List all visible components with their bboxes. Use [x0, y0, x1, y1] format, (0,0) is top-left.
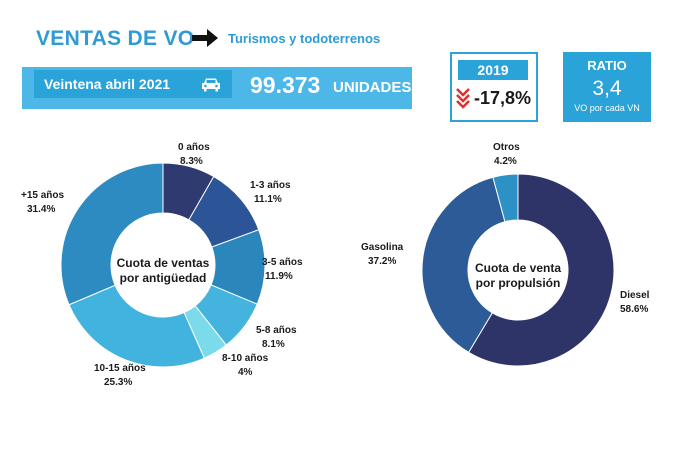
arrow-right-icon: [192, 29, 218, 47]
age-label-6-value: 31.4%: [27, 204, 55, 215]
age-center-line-1: Cuota de ventas: [117, 256, 210, 270]
comparison-change: -17,8%: [474, 88, 532, 108]
units-value: 99.373: [250, 72, 321, 98]
fuel-label-2-value: 4.2%: [494, 156, 517, 167]
age-label-3-value: 8.1%: [262, 339, 285, 350]
age-label-1-name: 1-3 años: [250, 180, 291, 191]
age-label-2-name: 3-5 años: [262, 257, 303, 268]
age-label-6-name: +15 años: [21, 190, 65, 201]
period-label-box: [34, 70, 232, 98]
age-label-5-value: 25.3%: [104, 377, 132, 388]
fuel-label-1-value: 37.2%: [368, 256, 396, 267]
age-label-3-name: 5-8 años: [256, 325, 297, 336]
ratio-label: RATIO: [587, 58, 627, 73]
fuel-center-line-2: por propulsión: [476, 276, 561, 290]
fuel-label-1-name: Gasolina: [361, 242, 404, 253]
page-subtitle: Turismos y todoterrenos: [228, 31, 381, 46]
comparison-year: 2019: [458, 60, 528, 80]
age-center-line-2: por antigüedad: [120, 271, 207, 285]
age-label-0-value: 8.3%: [180, 156, 203, 167]
age-label-0-name: 0 años: [178, 142, 210, 153]
fuel-center-line-1: Cuota de venta: [475, 261, 561, 275]
ratio-note: VO por cada VN: [574, 103, 640, 113]
period-label: Veintena abril 2021: [44, 76, 171, 92]
fuel-slice-hole: [468, 220, 568, 320]
age-label-4-name: 8-10 años: [222, 353, 269, 364]
age-label-1-value: 11.1%: [254, 194, 282, 205]
fuel-donut-chart: [421, 173, 615, 367]
page-title: VENTAS DE VO: [36, 27, 195, 50]
units-label: UNIDADES: [333, 79, 412, 96]
age-label-4-value: 4%: [238, 367, 253, 378]
fuel-label-0-name: Diesel: [620, 290, 650, 301]
ratio-card: [563, 52, 651, 122]
fuel-label-2-name: Otros: [493, 142, 520, 153]
car-icon: [202, 78, 220, 92]
age-donut-chart: [60, 162, 266, 368]
fuel-label-0-value: 58.6%: [620, 304, 648, 315]
age-label-2-value: 11.9%: [265, 271, 293, 282]
ratio-value: 3,4: [592, 77, 622, 100]
age-slice-hole: [111, 213, 215, 317]
age-label-5-name: 10-15 años: [94, 363, 146, 374]
chevron-down-icon: [456, 88, 470, 109]
